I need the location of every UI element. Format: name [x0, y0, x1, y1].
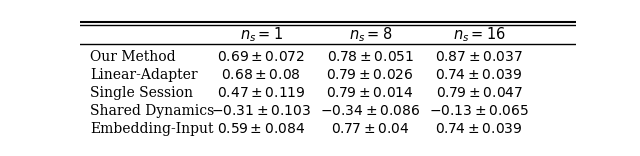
Text: $0.59 \pm 0.084$: $0.59 \pm 0.084$: [217, 122, 305, 136]
Text: $0.87 \pm 0.037$: $0.87 \pm 0.037$: [435, 50, 524, 63]
Text: $0.74 \pm 0.039$: $0.74 \pm 0.039$: [435, 68, 523, 82]
Text: Single Session: Single Session: [90, 86, 193, 100]
Text: $-0.13 \pm 0.065$: $-0.13 \pm 0.065$: [429, 104, 529, 118]
Text: $-0.31 \pm 0.103$: $-0.31 \pm 0.103$: [211, 104, 311, 118]
Text: $n_s = 1$: $n_s = 1$: [239, 26, 282, 44]
Text: $0.69 \pm 0.072$: $0.69 \pm 0.072$: [217, 50, 305, 63]
Text: $-0.34 \pm 0.086$: $-0.34 \pm 0.086$: [320, 104, 420, 118]
Text: $0.79 \pm 0.047$: $0.79 \pm 0.047$: [436, 86, 523, 100]
Text: $0.68 \pm 0.08$: $0.68 \pm 0.08$: [221, 68, 301, 82]
Text: $0.78 \pm 0.051$: $0.78 \pm 0.051$: [326, 50, 414, 63]
Text: Embedding-Input: Embedding-Input: [90, 122, 213, 136]
Text: $0.47 \pm 0.119$: $0.47 \pm 0.119$: [217, 86, 305, 100]
Text: $0.77 \pm 0.04$: $0.77 \pm 0.04$: [331, 122, 410, 136]
Text: Linear-Adapter: Linear-Adapter: [90, 68, 198, 82]
Text: $n_s = 16$: $n_s = 16$: [453, 26, 506, 44]
Text: Shared Dynamics: Shared Dynamics: [90, 104, 214, 118]
Text: Our Method: Our Method: [90, 50, 175, 63]
Text: $n_s = 8$: $n_s = 8$: [349, 26, 392, 44]
Text: $0.79 \pm 0.014$: $0.79 \pm 0.014$: [326, 86, 414, 100]
Text: $0.74 \pm 0.039$: $0.74 \pm 0.039$: [435, 122, 523, 136]
Text: $0.79 \pm 0.026$: $0.79 \pm 0.026$: [326, 68, 414, 82]
